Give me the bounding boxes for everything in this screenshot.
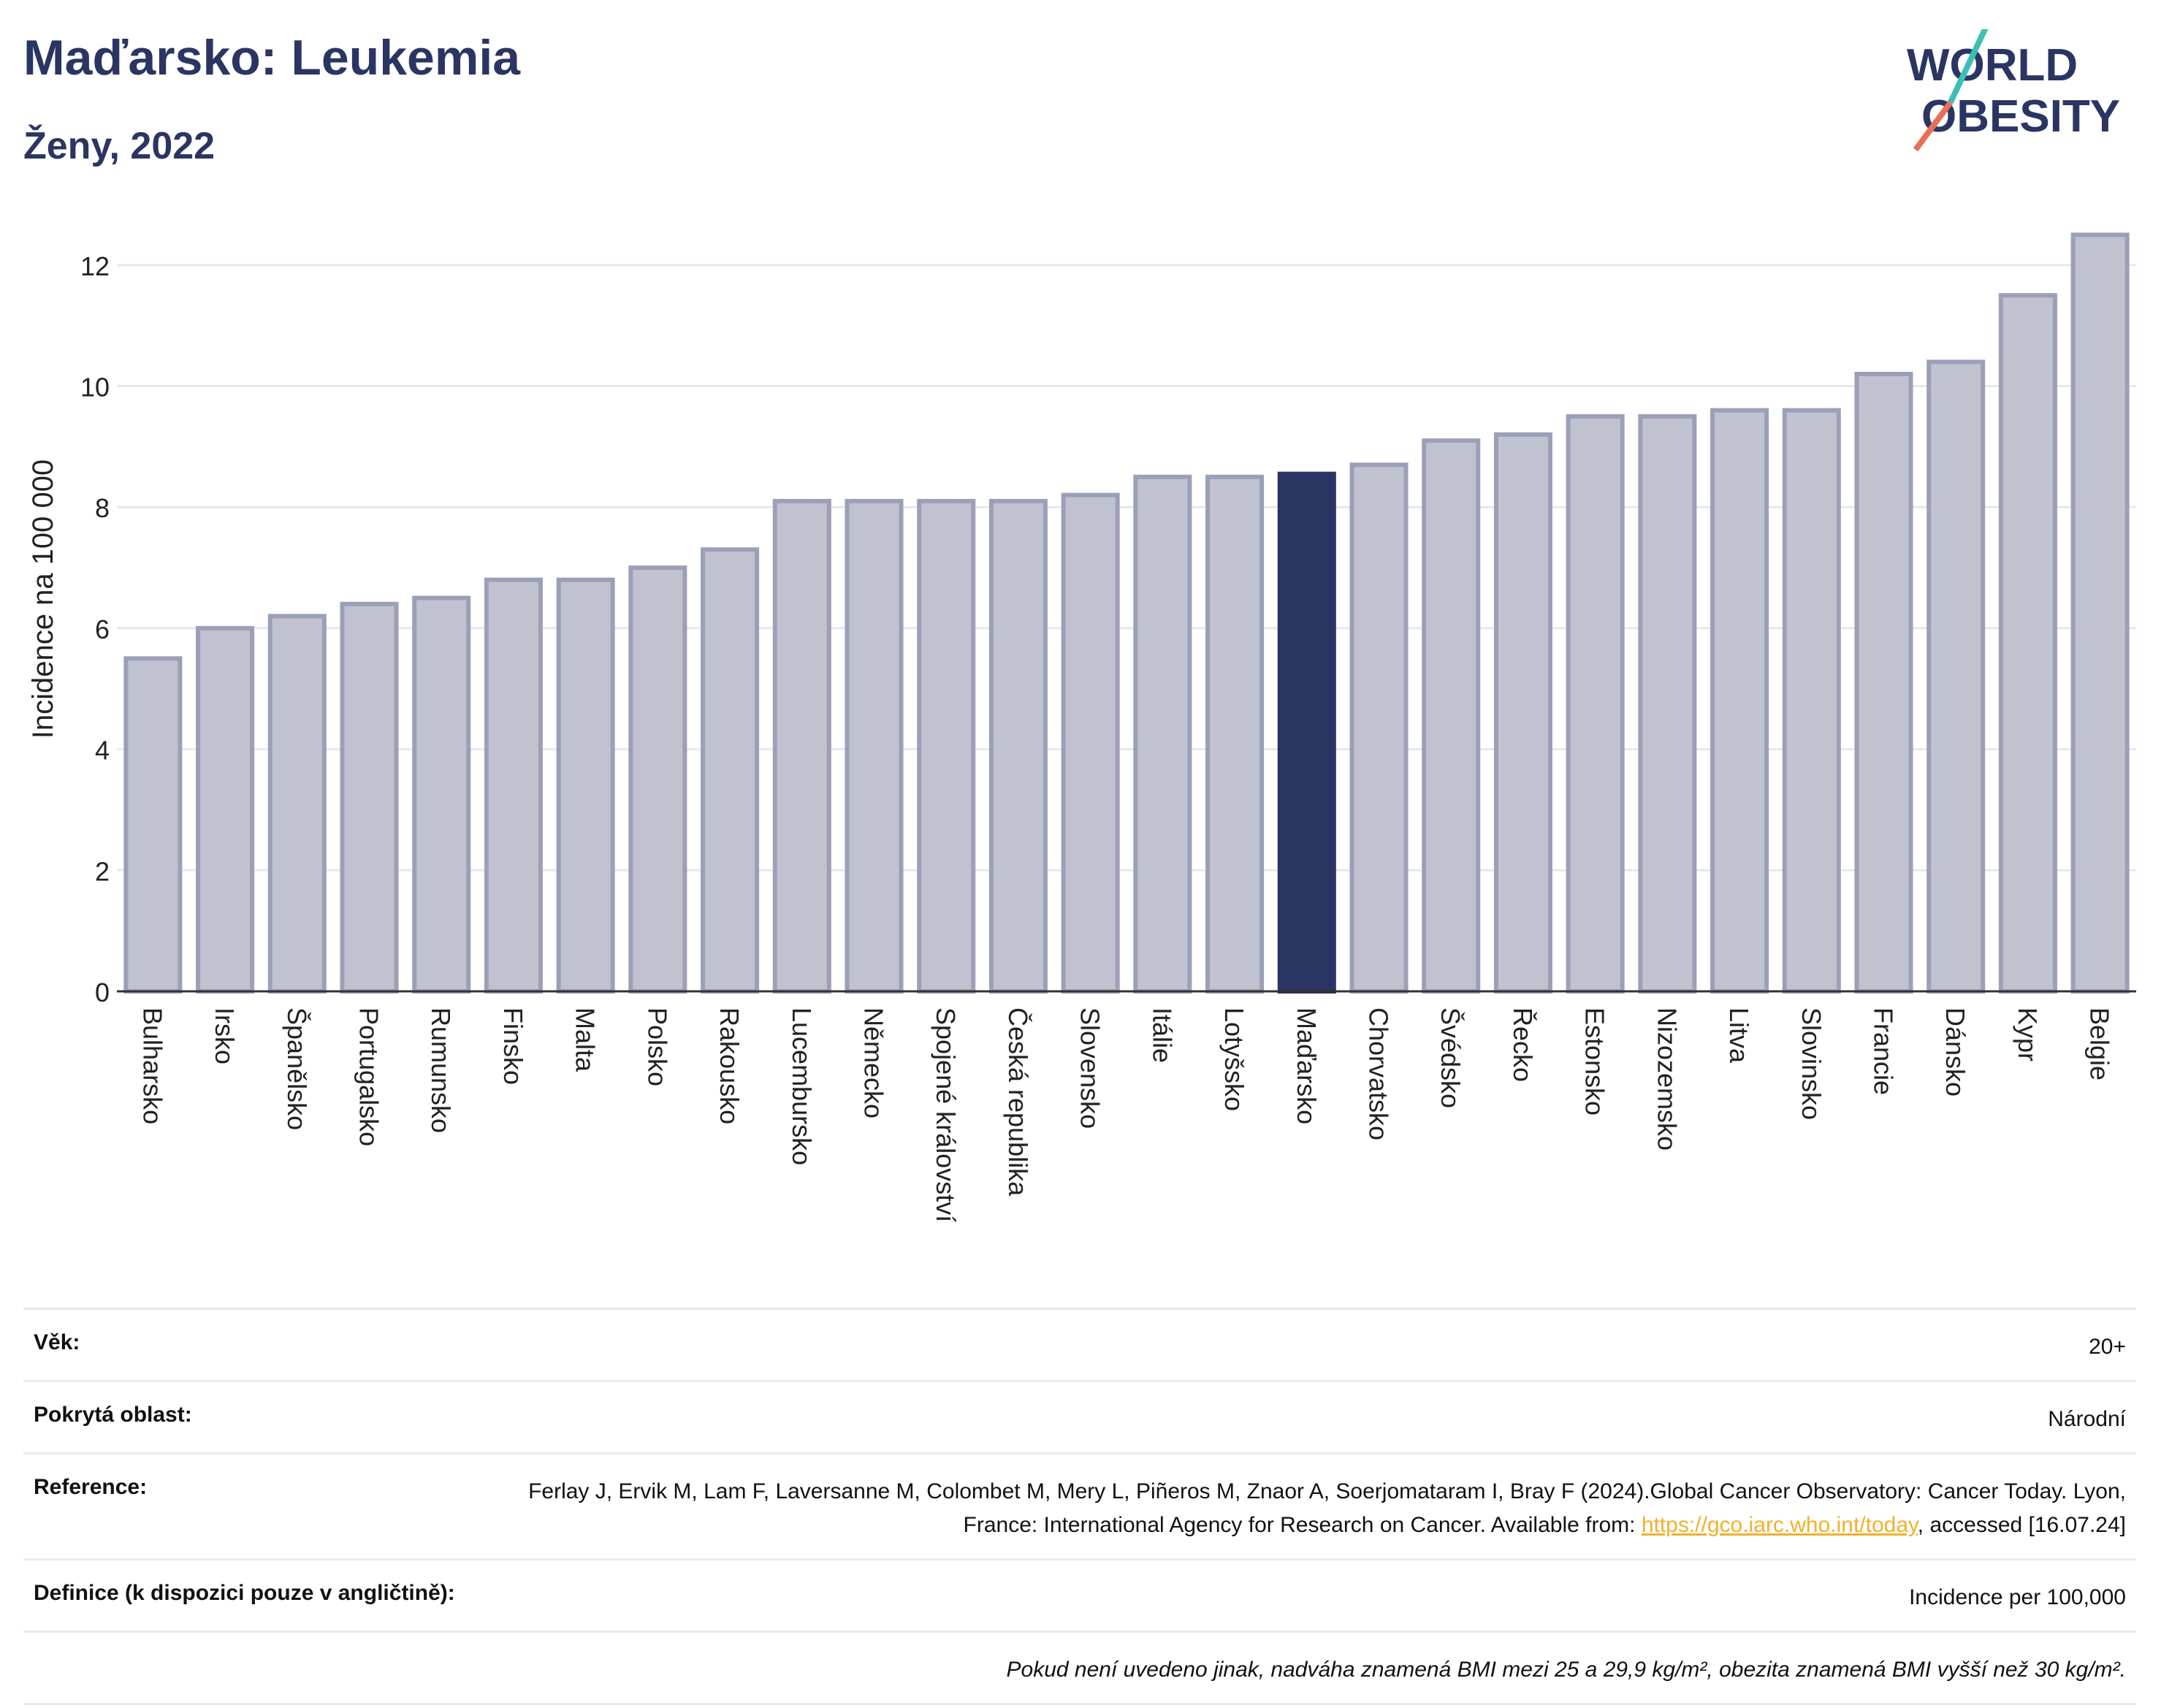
page-subtitle: Ženy, 2022 (23, 125, 216, 167)
y-tick-label: 8 (95, 493, 110, 523)
bar-Francie (1854, 371, 1913, 994)
bar-Německo (845, 498, 904, 994)
bar-Bulharsko (123, 656, 183, 994)
bar-Belgie (2070, 232, 2130, 994)
reference-accessed: , accessed [16.07.24] (1917, 1513, 2126, 1537)
bar-Itálie (1133, 474, 1192, 994)
bar-Rumunsko (412, 595, 471, 994)
reference-text: Ferlay J, Ervik M, Lam F, Laversanne M, … (528, 1479, 2126, 1537)
x-tick-label: Slovinsko (1796, 1007, 1826, 1120)
bar-Polsko (628, 565, 687, 994)
x-tick-label: Lucembursko (787, 1007, 817, 1165)
meta-row-note: Pokud není uvedeno jinak, nadváha znamen… (23, 1631, 2136, 1705)
bar-Lotyšsko (1205, 474, 1265, 994)
x-tick-label: Bulharsko (137, 1007, 167, 1124)
bar-Dánsko (1926, 359, 1986, 994)
meta-row-area: Pokrytá oblast: Národní (23, 1380, 2136, 1452)
y-tick-label: 0 (95, 977, 110, 1007)
area-label: Pokrytá oblast: (34, 1403, 192, 1427)
x-tick-label: Slovensko (1075, 1007, 1105, 1129)
reference-label: Reference: (34, 1475, 148, 1499)
x-tick-label: Řecko (1508, 1007, 1538, 1082)
bar-Maďarsko (1277, 471, 1336, 994)
bar-Malta (556, 577, 615, 994)
x-tick-label: Maďarsko (1292, 1007, 1322, 1124)
y-tick-label: 6 (95, 614, 110, 644)
x-tick-label: Česká republika (1003, 1007, 1033, 1197)
x-tick-label: Německo (859, 1007, 889, 1118)
reference-link[interactable]: https://gco.iarc.who.int/today (1641, 1513, 1918, 1537)
metadata-table: Věk: 20+ Pokrytá oblast: Národní Referen… (23, 1308, 2136, 1705)
x-tick-label: Polsko (642, 1007, 672, 1086)
page-title: Maďarsko: Leukemia (23, 30, 521, 85)
x-tick-label: Belgie (2085, 1007, 2115, 1080)
x-tick-label: Portugalsko (354, 1007, 384, 1146)
meta-row-definition: Definice (k dispozici pouze v angličtině… (23, 1558, 2136, 1631)
x-tick-label: Rakousko (714, 1007, 744, 1124)
bar-Španělsko (267, 614, 327, 994)
bar-Litva (1710, 408, 1769, 994)
bar-Švédsko (1422, 438, 1481, 994)
x-tick-label: Finsko (498, 1007, 528, 1085)
bar-Česká republika (988, 498, 1048, 994)
x-tick-label: Estonsko (1580, 1007, 1610, 1116)
x-tick-label: Kypr (2013, 1007, 2043, 1061)
x-tick-label: Itálie (1147, 1007, 1177, 1063)
x-tick-label: Španělsko (282, 1007, 312, 1130)
bar-Nizozemsko (1638, 413, 1697, 994)
y-tick-label: 10 (80, 373, 110, 403)
reference-value: Ferlay J, Ervik M, Lam F, Laversanne M, … (482, 1475, 2126, 1542)
bar-Estonsko (1566, 413, 1625, 994)
bar-Finsko (484, 577, 543, 994)
y-axis-label: Incidence na 100 000 (27, 460, 59, 739)
bar-Lucembursko (772, 498, 831, 994)
y-tick-label: 12 (80, 251, 110, 281)
x-tick-label: Francie (1869, 1007, 1899, 1095)
meta-row-age: Věk: 20+ (23, 1308, 2136, 1380)
x-tick-label: Chorvatsko (1364, 1007, 1394, 1140)
area-value: Národní (2048, 1407, 2126, 1431)
age-value: 20+ (2089, 1335, 2126, 1359)
definition-value: Incidence per 100,000 (1909, 1585, 2126, 1609)
definition-label: Definice (k dispozici pouze v angličtině… (34, 1581, 455, 1605)
world-obesity-logo: WORLD OBESITY (1907, 29, 2120, 152)
bar-Chorvatsko (1349, 462, 1409, 994)
x-tick-label: Dánsko (1940, 1007, 1970, 1097)
bar-Rakousko (701, 547, 760, 994)
bars (123, 232, 2130, 994)
bar-Slovensko (1061, 492, 1120, 994)
bar-chart: 0 2 4 6 8 10 12 Bulharsko Irsko Španělsko Portugal… (27, 232, 2136, 1222)
bar-Spojené království (917, 498, 976, 994)
bar-Slovinsko (1782, 408, 1841, 994)
x-tick-label: Malta (571, 1007, 601, 1072)
x-tick-label: Litva (1724, 1007, 1754, 1064)
logo-slash-teal (1948, 29, 1989, 104)
x-tick-label: Lotyšsko (1219, 1007, 1249, 1111)
bmi-note: Pokud není uvedeno jinak, nadváha znamen… (1006, 1658, 2127, 1682)
bar-Řecko (1493, 432, 1552, 994)
axes: 0 2 4 6 8 10 12 Bulharsko Irsko Španělsko Portugal… (80, 251, 2136, 1222)
x-tick-label: Irsko (210, 1007, 240, 1064)
meta-row-reference: Reference: Ferlay J, Ervik M, Lam F, Lav… (23, 1452, 2136, 1558)
x-tick-label: Švédsko (1436, 1007, 1466, 1108)
bar-Irsko (196, 625, 255, 994)
x-tick-label: Rumunsko (426, 1007, 456, 1133)
y-tick-label: 4 (95, 736, 110, 766)
logo-text-world: WORLD (1907, 40, 2078, 91)
x-tick-label: Nizozemsko (1652, 1007, 1682, 1151)
logo-slash-red (1913, 100, 1954, 152)
bar-Kypr (1998, 293, 2057, 994)
age-label: Věk: (34, 1330, 80, 1354)
y-tick-label: 2 (95, 856, 110, 886)
x-tick-label: Spojené království (931, 1007, 961, 1222)
bar-Portugalsko (340, 601, 399, 994)
